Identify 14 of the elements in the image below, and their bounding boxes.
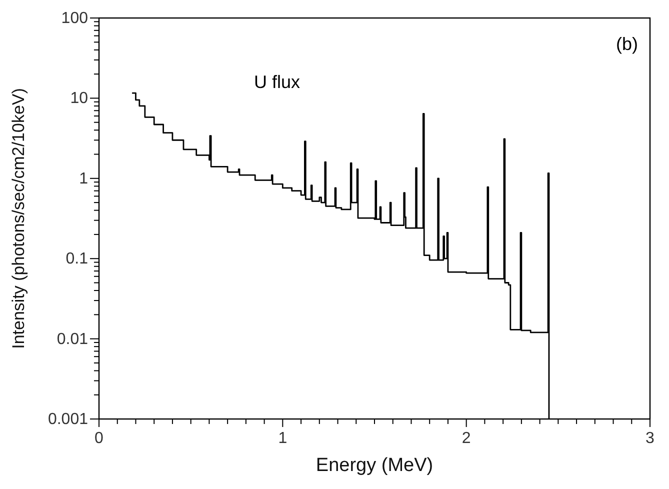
y-axis-title: Intensity (photons/sec/cm2/10keV) (9, 88, 28, 349)
annotation: (b) (616, 34, 638, 54)
y-tick-label: 10 (70, 90, 88, 108)
x-tick-label: 2 (462, 430, 471, 447)
y-tick-label: 0.1 (66, 250, 88, 268)
x-tick-label: 1 (278, 430, 288, 447)
y-tick-label: 100 (61, 10, 88, 27)
x-tick-label: 3 (646, 430, 655, 447)
y-tick-label: 1 (79, 170, 88, 188)
annotation: U flux (254, 72, 300, 92)
y-tick-label: 0.01 (56, 330, 88, 348)
x-axis-title: Energy (MeV) (316, 455, 434, 476)
y-tick-label: 0.001 (48, 411, 88, 428)
x-tick-label: 0 (94, 430, 104, 447)
